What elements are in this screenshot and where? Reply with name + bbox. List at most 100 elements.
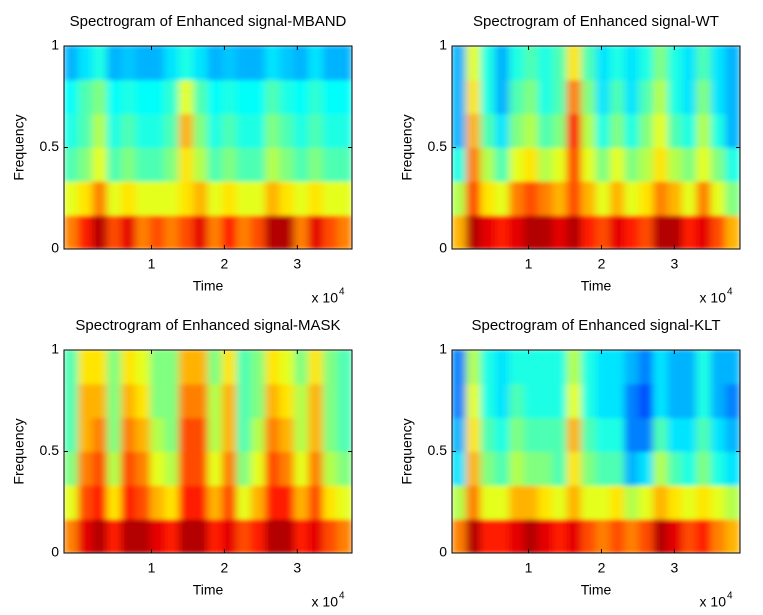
heatmap-cell — [566, 214, 583, 249]
heatmap-cell — [106, 46, 123, 81]
heatmap-cell — [710, 417, 727, 452]
heatmap-cell — [77, 79, 94, 115]
heatmap-cell — [337, 180, 352, 216]
heatmap-cell — [293, 180, 310, 216]
x-axis-label: Time — [581, 278, 612, 294]
heatmap-cell — [265, 350, 281, 385]
heatmap-cell — [221, 46, 238, 81]
heatmap-cell — [106, 214, 123, 249]
heatmap-cell — [250, 180, 267, 216]
heatmap-cell — [308, 180, 324, 216]
heatmap-cell — [552, 417, 568, 452]
heatmap-cell — [667, 214, 683, 249]
heatmap-cell — [236, 46, 252, 81]
heatmap-cell — [221, 113, 238, 148]
heatmap-cell — [581, 417, 597, 452]
heatmap-cell — [265, 518, 281, 553]
heatmap-cell — [566, 484, 583, 520]
heatmap-cell — [265, 113, 281, 148]
heatmap-cell — [696, 214, 712, 249]
heatmap-cell — [667, 518, 683, 553]
heatmap-cell — [624, 417, 640, 452]
chart-title: Spectrogram of Enhanced signal-MBAND — [70, 13, 347, 30]
subplot: 1 2 3 0 0.5 1 Spectrogram of Enhanced signal-M… — [11, 317, 353, 610]
heatmap-cell — [193, 214, 209, 249]
heatmap-cell — [135, 417, 151, 452]
heatmap-cell — [653, 484, 669, 520]
heatmap-cell — [265, 484, 281, 520]
heatmap-cell — [293, 518, 310, 553]
subplot: 1 2 3 0 0.5 1 Spectrogram of Enhanced signal-K… — [399, 317, 741, 610]
heatmap-cell — [149, 46, 166, 81]
heatmap-cell — [308, 147, 324, 182]
heatmap-cell — [308, 518, 324, 553]
heatmap-cell — [725, 46, 740, 81]
heatmap-cell — [710, 180, 727, 216]
heatmap-cell — [337, 451, 352, 486]
heatmap-cell — [552, 518, 568, 553]
heatmap-cell — [537, 180, 554, 216]
heatmap-cell — [178, 383, 195, 419]
heatmap-cell — [322, 383, 339, 419]
heatmap-cell — [710, 518, 727, 553]
heatmap-cell — [696, 383, 712, 419]
heatmap-cell — [64, 518, 79, 553]
heatmap-cell — [178, 113, 195, 148]
heatmap-cell — [667, 46, 683, 81]
heatmap-cell — [710, 79, 727, 115]
heatmap-cell — [638, 214, 655, 249]
heatmap-cell — [595, 79, 611, 115]
heatmap-cell — [696, 79, 712, 115]
heatmap-cell — [452, 518, 467, 553]
heatmap-cell — [106, 79, 123, 115]
heatmap-cell — [135, 451, 151, 486]
heatmap-cell — [279, 484, 295, 520]
heatmap-cell — [265, 451, 281, 486]
heatmap-cell — [710, 350, 727, 385]
heatmap-cell — [149, 113, 166, 148]
heatmap-cell — [265, 214, 281, 249]
heatmap-cell — [480, 518, 496, 553]
heatmap-cell — [279, 113, 295, 148]
y-tick-label: 0.5 — [428, 442, 448, 458]
heatmap-cell — [624, 46, 640, 81]
heatmap-cell — [221, 417, 238, 452]
heatmap-cell — [581, 451, 597, 486]
heatmap-cell — [480, 383, 496, 419]
x-multiplier: x 10 — [700, 290, 727, 306]
heatmap-cell — [624, 518, 640, 553]
heatmap-cell — [121, 180, 137, 216]
heatmap-cell — [710, 451, 727, 486]
heatmap-cell — [696, 147, 712, 182]
heatmap-cell — [193, 417, 209, 452]
heatmap-cell — [681, 46, 698, 81]
heatmap-cell — [135, 350, 151, 385]
heatmap-cell — [523, 147, 539, 182]
heatmap-cell — [135, 79, 151, 115]
heatmap-cell — [480, 46, 496, 81]
heatmap-cell — [595, 147, 611, 182]
x-multiplier-exponent: 4 — [339, 287, 345, 298]
heatmap-cell — [221, 79, 238, 115]
heatmap-cell — [480, 451, 496, 486]
heatmap-cell — [552, 180, 568, 216]
heatmap-cell — [322, 518, 339, 553]
y-tick-label: 0.5 — [428, 138, 448, 154]
y-axis-label: Frequency — [11, 418, 27, 484]
heatmap-cell — [322, 484, 339, 520]
heatmap-cell — [149, 79, 166, 115]
heatmap-cell — [681, 417, 698, 452]
heatmap — [452, 350, 740, 553]
heatmap-cell — [221, 484, 238, 520]
heatmap-cell — [164, 147, 180, 182]
heatmap-cell — [480, 180, 496, 216]
heatmap-cell — [77, 180, 94, 216]
heatmap-cell — [452, 79, 467, 115]
heatmap-cell — [250, 518, 267, 553]
heatmap-cell — [149, 180, 166, 216]
heatmap-cell — [609, 214, 626, 249]
subplot: 1 2 3 0 0.5 1 Spectrogram of Enhanced signal-M… — [11, 13, 353, 306]
heatmap-cell — [193, 484, 209, 520]
y-tick-label: 1 — [51, 341, 59, 357]
heatmap-cell — [193, 147, 209, 182]
